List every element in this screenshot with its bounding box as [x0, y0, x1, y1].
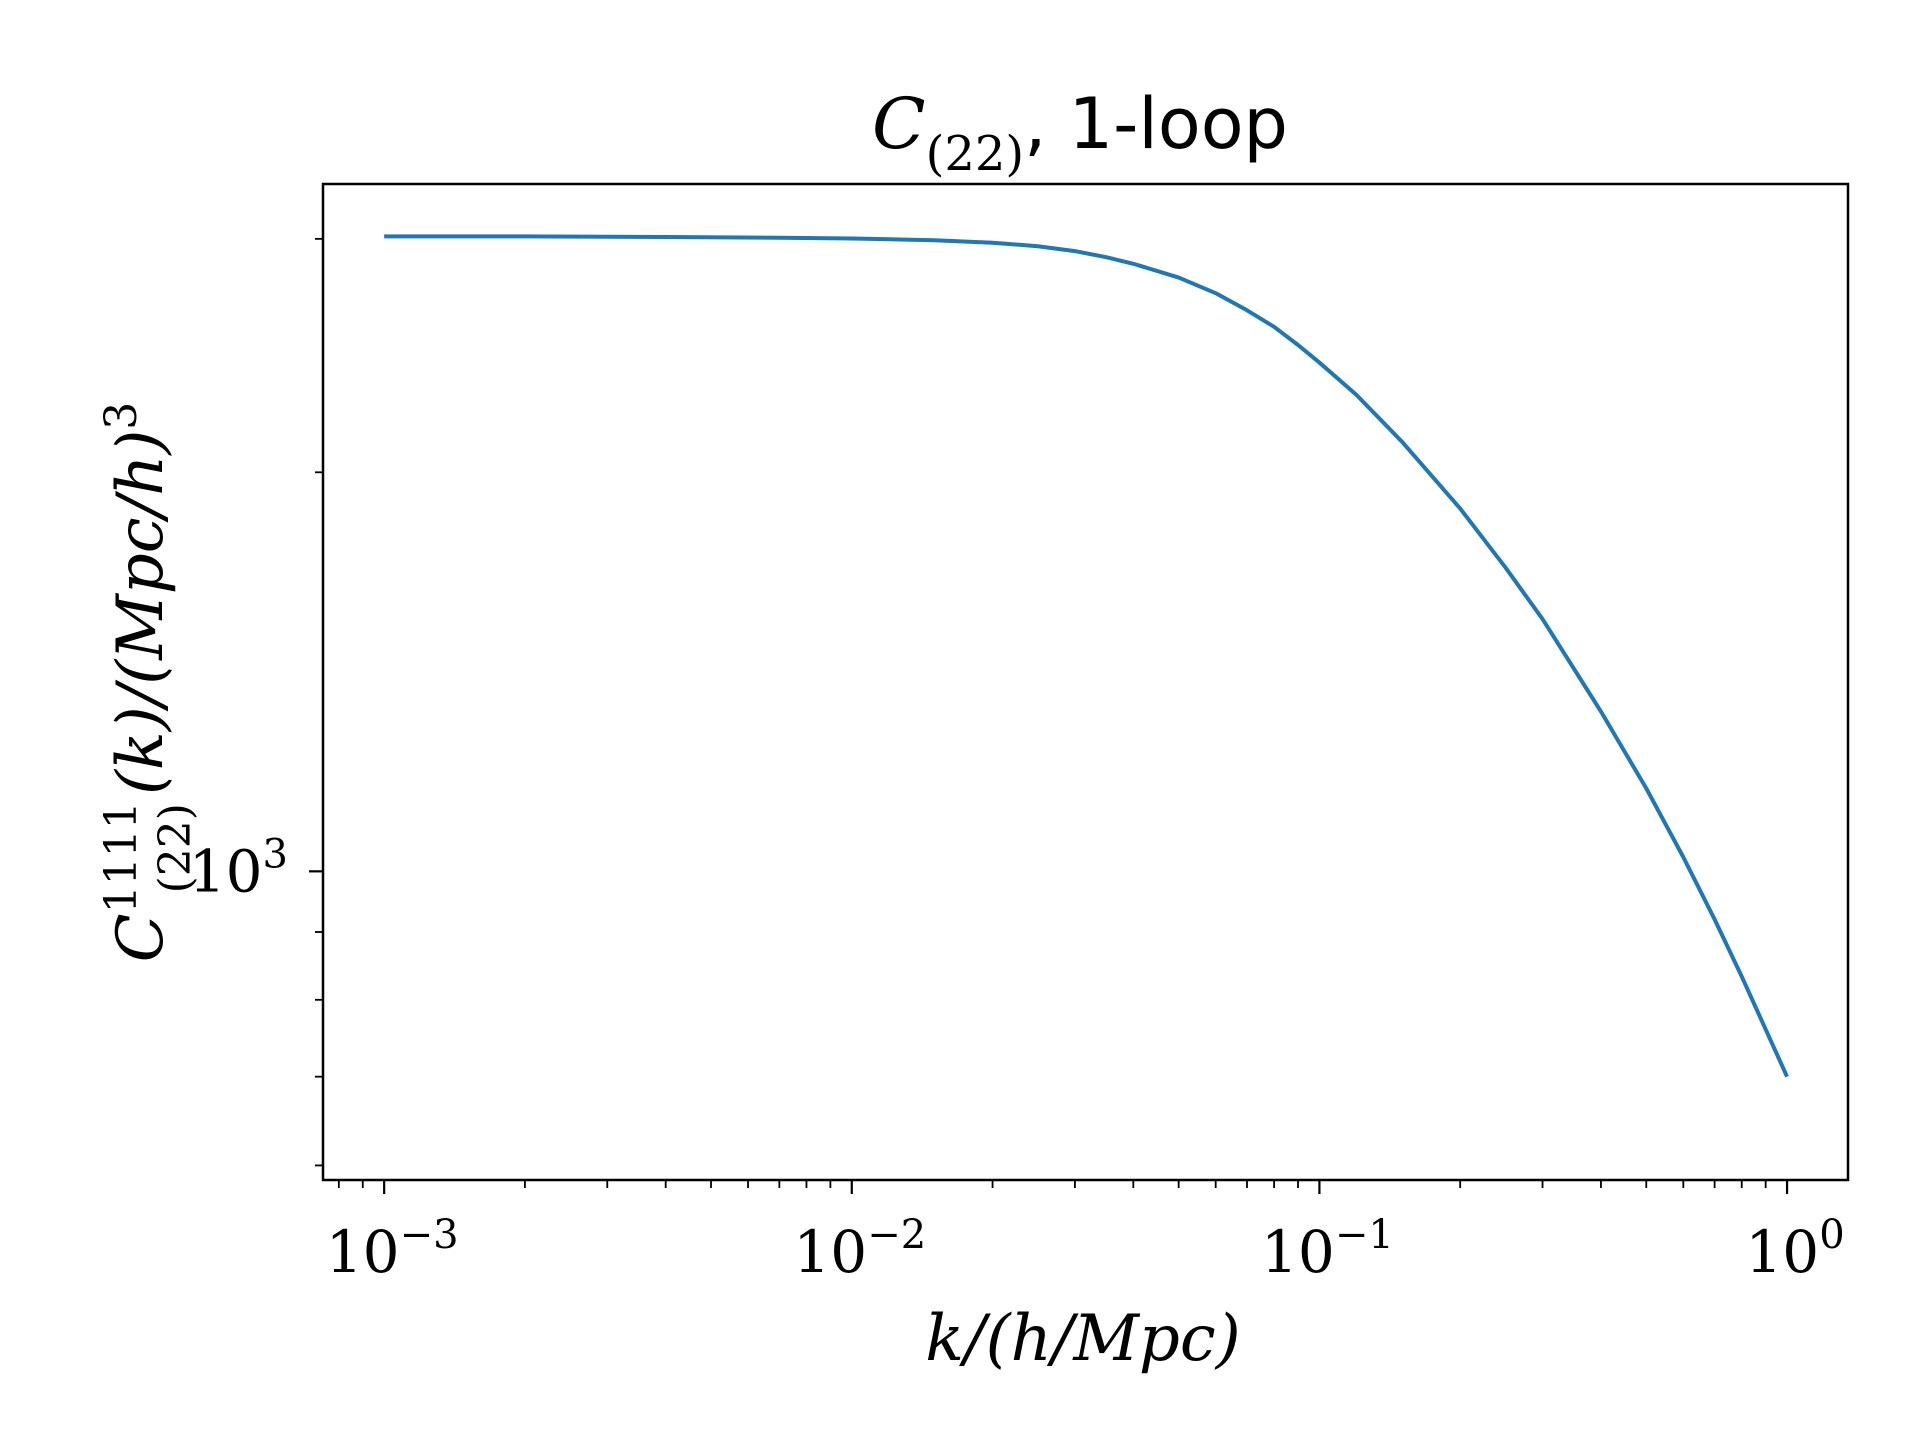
x-tick-exponent: −1 [1335, 1212, 1394, 1258]
y-label-rest: (k)/(Mpc/h) [104, 430, 178, 795]
x-tick-base: 10 [793, 1218, 867, 1286]
x-tick-label: 10−3 [326, 1212, 459, 1286]
x-tick-base: 10 [1261, 1218, 1335, 1286]
x-tick-labels: 10−3 10−2 10−1 100 [326, 1212, 1845, 1286]
y-tick-base: 10 [189, 837, 263, 905]
chart-title: C(22), 1-loop [872, 83, 1288, 182]
x-tick-base: 10 [326, 1218, 400, 1286]
x-tick-exponent: −3 [400, 1212, 459, 1258]
x-tick-label: 10−1 [1261, 1212, 1394, 1286]
x-tick-exponent: −2 [867, 1212, 926, 1258]
y-tick-label: 103 [189, 831, 288, 905]
y-label-symbol: C [104, 913, 178, 962]
y-minor-ticks [315, 237, 323, 1167]
y-axis-label: C1111(22) (k)/(Mpc/h)3 [96, 402, 201, 963]
x-tick-base: 10 [1745, 1218, 1819, 1286]
x-tick-exponent: 0 [1819, 1212, 1844, 1258]
title-symbol: C [872, 83, 926, 165]
title-suffix: , 1-loop [1024, 83, 1288, 165]
x-tick-label: 100 [1745, 1212, 1844, 1286]
series-line [384, 234, 1789, 1078]
x-major-ticks [383, 1180, 1789, 1194]
y-tick-labels: 103 [189, 831, 288, 905]
x-axis-label: k/(h/Mpc) [925, 1302, 1240, 1376]
y-label-subscript: (22) [150, 803, 201, 893]
x-minor-ticks [337, 1180, 1767, 1188]
title-subscript: (22) [926, 126, 1025, 182]
y-label-power: 3 [96, 402, 147, 430]
y-tick-exponent: 3 [263, 831, 288, 877]
y-label-superscript: 1111 [96, 801, 147, 913]
x-tick-label: 10−2 [793, 1212, 926, 1286]
plot-area-frame [321, 182, 1850, 1182]
